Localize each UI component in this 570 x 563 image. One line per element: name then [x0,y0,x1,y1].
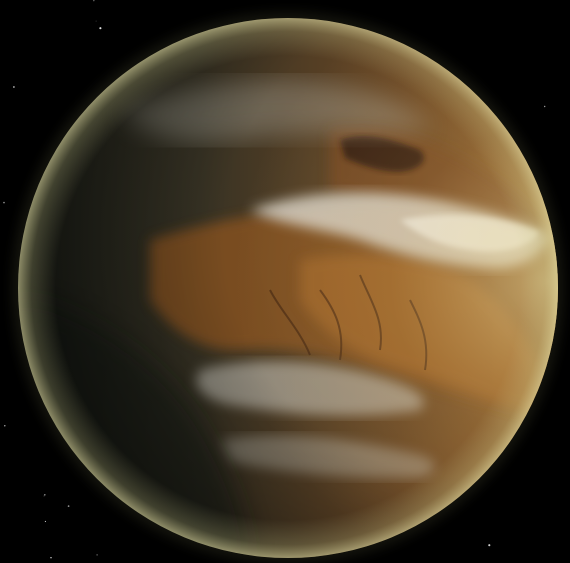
starfield [3,0,546,559]
star [96,554,98,556]
star [3,201,5,204]
star [13,86,15,88]
star [67,505,70,507]
star [44,520,46,523]
star [95,20,97,22]
star [544,105,546,108]
atmosphere-rim [18,18,558,558]
star [488,544,491,547]
star [43,495,45,497]
star [4,425,6,427]
star [92,0,95,2]
star [99,27,102,30]
star [50,556,52,559]
star [43,493,46,496]
